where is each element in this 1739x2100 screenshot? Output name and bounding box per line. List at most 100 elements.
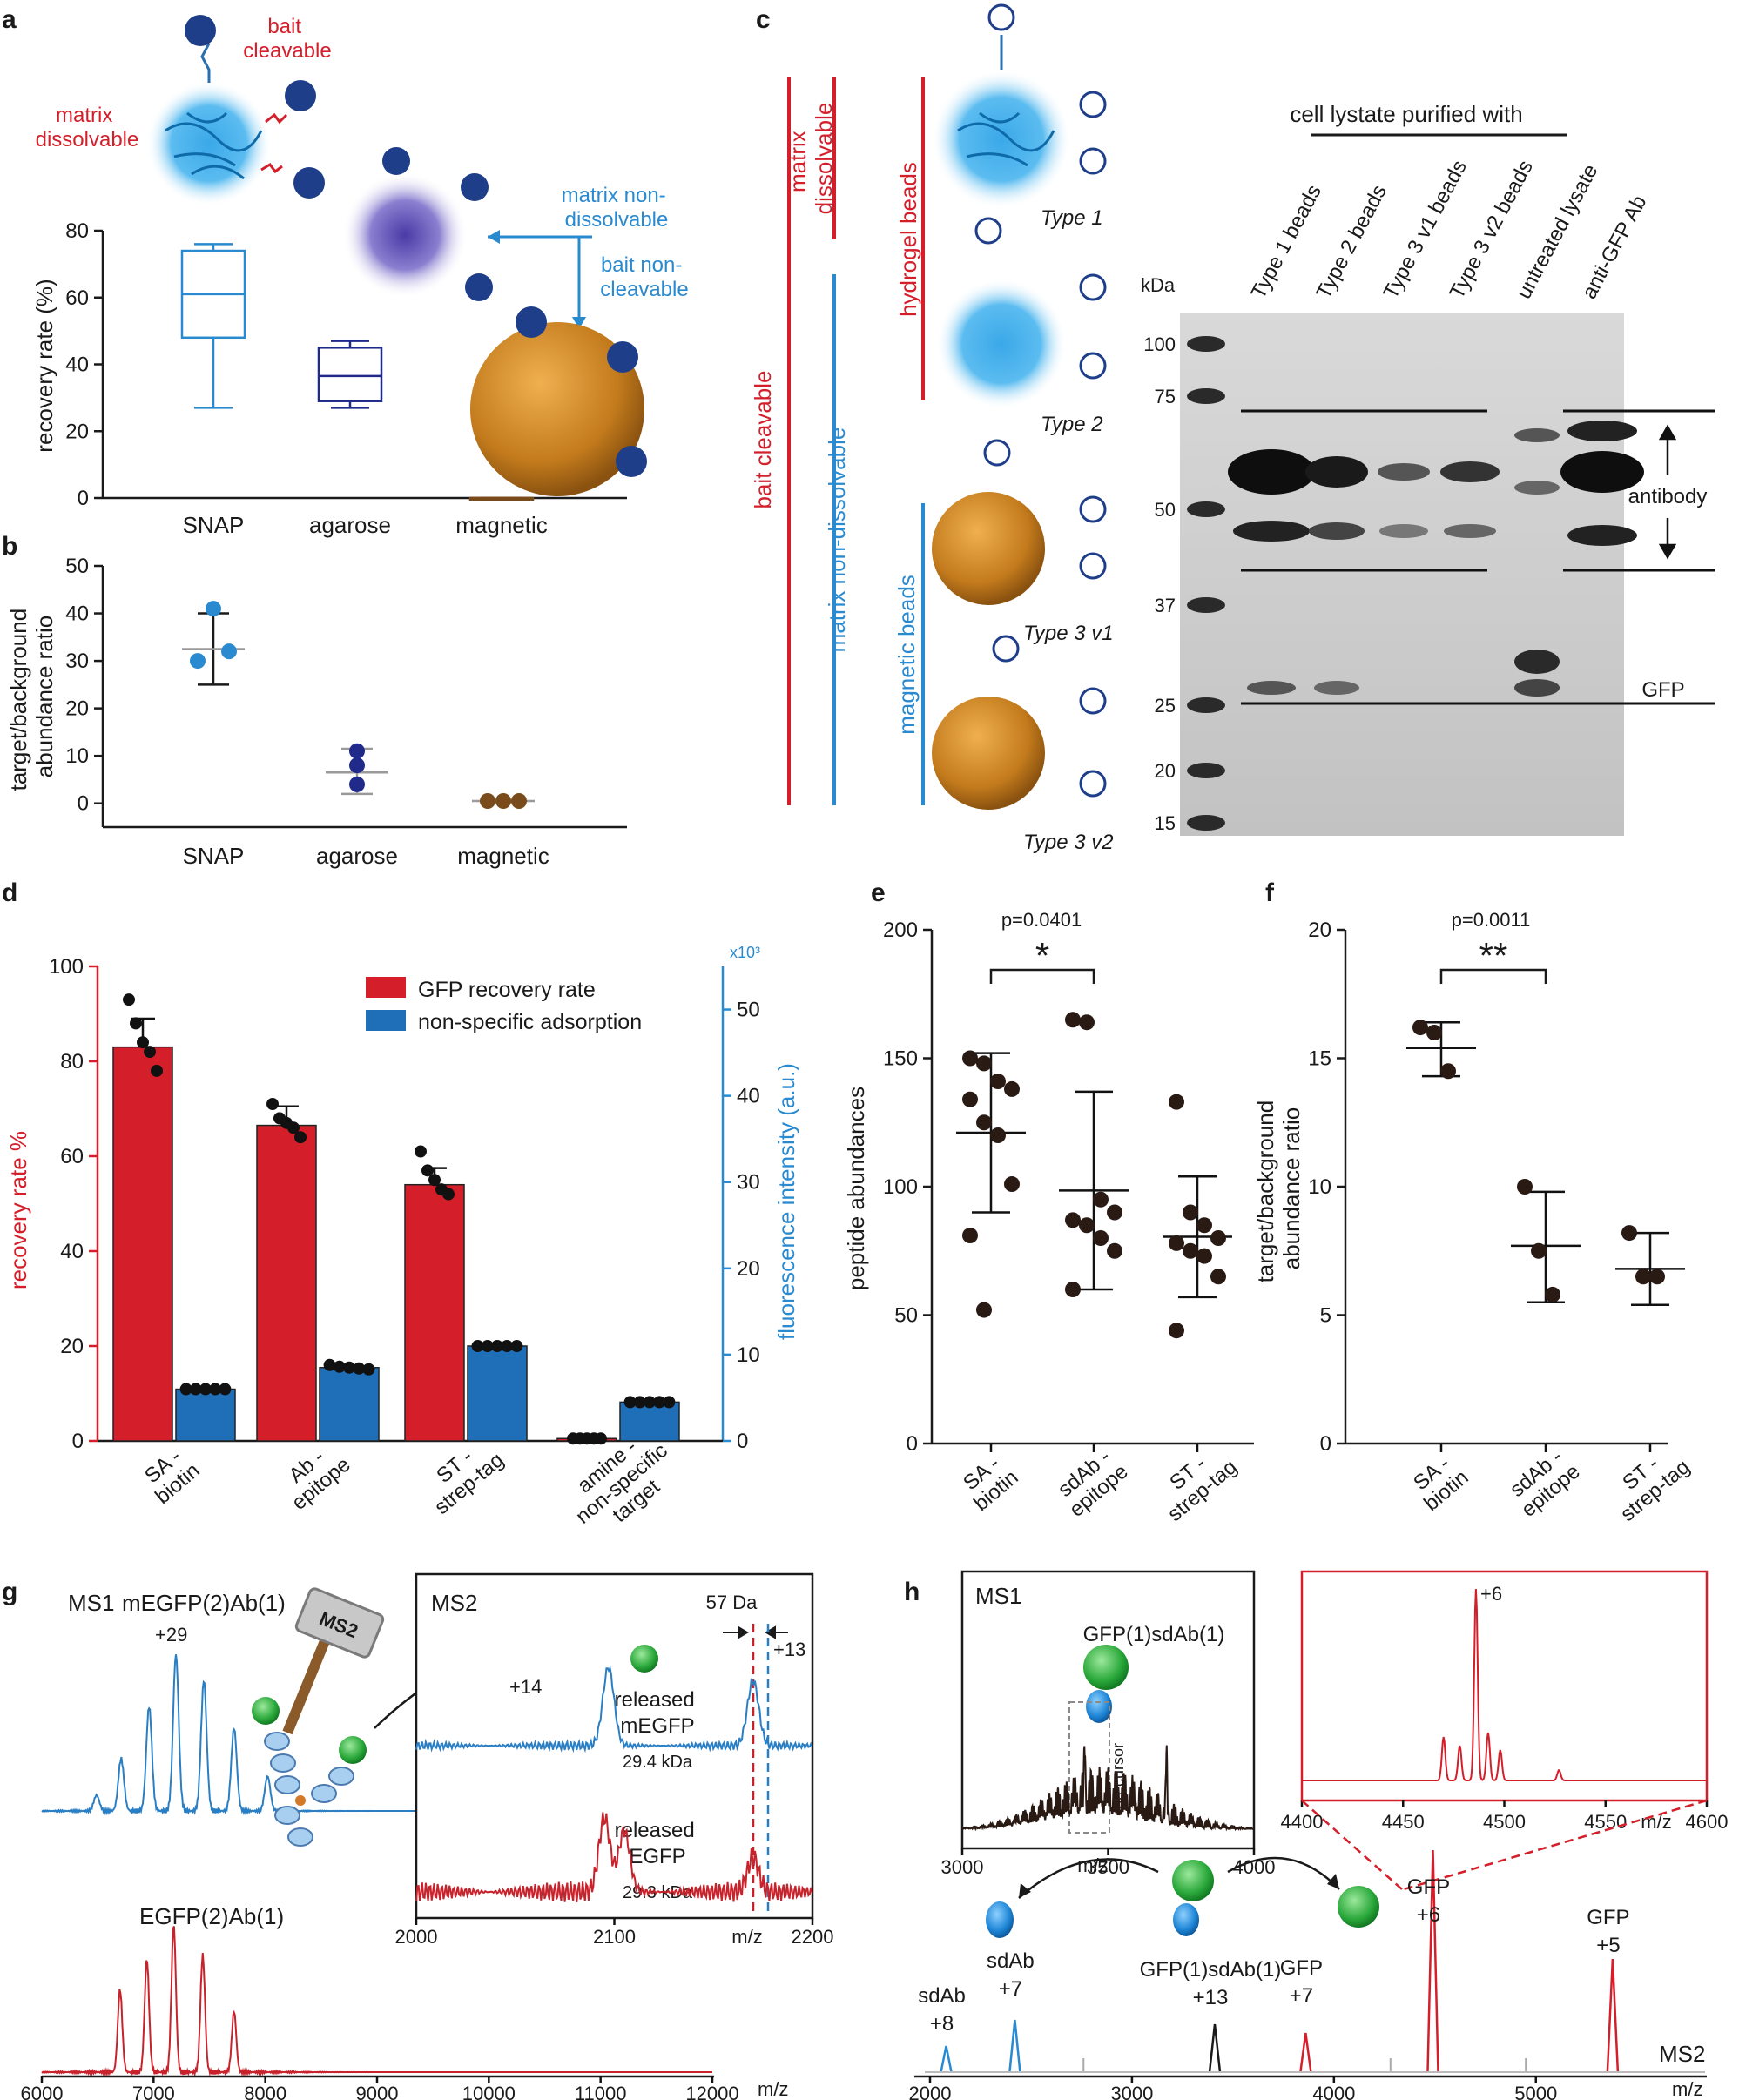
h-peak-label: GFP +5 [1587,1906,1629,1957]
e-point [1169,1323,1184,1339]
d-legend-swatch-red [366,977,406,998]
c-ladder-band [1187,597,1225,613]
c-gel-title: cell lystate purified with [1290,101,1522,127]
h-peak-label: GFP +6 [1407,1875,1450,1927]
h-ms1-sdab-icon [1086,1690,1112,1723]
d-category-label: ST -strep-tag [415,1430,509,1518]
c-antibody-label: antibody [1628,485,1708,508]
g-delta-arrow-left [723,1625,749,1639]
g-peak-label-13: +13 [773,1639,805,1660]
d-point-adsorption [219,1383,232,1396]
panel-f: f target/background abundance ratio p=0.… [1252,878,1695,1526]
h-ms1-title: MS1 [975,1583,1021,1609]
d-point-recovery [123,993,135,1006]
h-zoom-connector-right [1403,1799,1708,1891]
d-category-label: Ab -epitope [273,1436,354,1515]
e-sig-star: * [1035,935,1049,976]
e-point [1079,1014,1095,1031]
d-point-adsorption [481,1340,494,1352]
panel-e: e peptide abundances p=0.0401 * 0 50 100 15… [843,878,1254,1526]
f-point [1440,1063,1456,1080]
a-y-tick-label: 40 [65,353,89,377]
b-categories: SNAP agarose magnetic [183,843,549,869]
d-point-adsorption [663,1396,676,1409]
a-bait-cleavable-label: bait cleavable [243,15,331,63]
c-marker-label: 15 [1155,812,1176,834]
b-category-label: SNAP [183,843,245,869]
d-bar-adsorption [467,1345,528,1442]
h-zoom-connector-left [1301,1800,1403,1890]
f-point [1412,1020,1428,1036]
f-sig-stars: ** [1479,935,1508,976]
d-yl-tick-label: 100 [49,955,84,979]
d-point-recovery [137,1036,149,1049]
a-y-tick-label: 60 [65,286,89,310]
c-gel-band [1378,463,1430,481]
e-categories: SA -biotin sdAb -epitope ST -strep-tag [959,1437,1242,1526]
d-legend-blue: non-specific adsorption [418,1010,642,1034]
f-point [1426,1025,1442,1040]
d-y-label-right: fluorescence intensity (a.u.) [773,1063,799,1340]
d-yr-tick-label: 50 [737,999,760,1022]
g-inset-tick-label: 2000 [395,1926,438,1948]
c-type2-label: Type 2 [1041,413,1103,436]
a-box [317,347,383,402]
e-point [1196,1217,1212,1234]
c-gel-band [1514,650,1560,674]
e-point [990,1074,1006,1090]
d-bar-adsorption [175,1388,236,1442]
b-points [182,601,535,809]
h-peak-label: GFP(1)sdAb(1) +13 [1140,1958,1282,2009]
g-inset-x-ticks: 2000 2100 2200 [395,1918,833,1948]
g-peak-label-14: +14 [509,1676,542,1698]
b-category-label: agarose [316,843,398,869]
b-point [349,757,365,774]
c-marker-label: 20 [1155,760,1176,782]
f-y-tick-label: 15 [1308,1047,1331,1071]
b-y-tick-label: 0 [78,792,89,816]
h-ms2-title: MS2 [1659,2041,1705,2067]
f-point [1635,1269,1651,1285]
b-category-label: magnetic [457,843,549,869]
e-point [976,1114,992,1131]
c-matrix-dissolvable-label: matrix dissolvable [785,103,837,215]
g-ms2-title: MS2 [431,1590,477,1616]
h-zoom-tick-label: 4400 [1281,1811,1324,1833]
e-y-tick-label: 100 [883,1175,918,1199]
c-type1-bead [932,3,1107,209]
e-point [1183,1204,1198,1221]
f-sig-bracket [1439,968,1547,984]
panel-g-label: g [2,1578,17,1606]
g-released-mEGFP: released mEGFP [615,1688,701,1738]
d-point-recovery [442,1188,455,1201]
d-point-adsorption [353,1362,366,1375]
d-yl-tick-label: 80 [60,1050,84,1074]
d-point-recovery [144,1046,156,1059]
h-zoom-inset [1300,1570,1709,1802]
d-point-adsorption [209,1383,222,1396]
a-boxes [180,243,535,501]
c-gfp-label: GFP [1641,678,1684,702]
e-point [1183,1242,1198,1259]
f-y-tick-label: 10 [1308,1175,1331,1199]
g-x-ticks: 6000 7000 8000 9000 10000 11000 12000 [21,2076,739,2100]
c-type3v1-label: Type 3 v1 [1023,622,1114,645]
h-ms1-gfp-icon [1083,1645,1129,1690]
c-kda-label: kDa [1141,274,1176,296]
b-point [349,776,365,792]
h-peak [1008,2019,1021,2073]
b-point [206,601,221,617]
c-gel-band [1314,681,1359,695]
g-mEGFP-mass: 29.4 kDa [623,1753,693,1772]
d-yr-tick-label: 0 [737,1430,748,1453]
c-type3v2-label: Type 3 v2 [1023,831,1114,854]
e-category-label: ST -strep-tag [1149,1437,1242,1525]
d-point-adsorption [623,1396,637,1409]
a-categories: SNAP agarose magnetic [183,512,548,538]
g-ms1-title: MS1 [68,1590,114,1616]
e-point [1169,1094,1184,1110]
c-gel-band [1560,451,1644,493]
g-released-EGFP: released EGFP [615,1819,701,1868]
c-gel-band [1567,421,1637,441]
h-x-tick-label: 2000 [909,2083,952,2100]
